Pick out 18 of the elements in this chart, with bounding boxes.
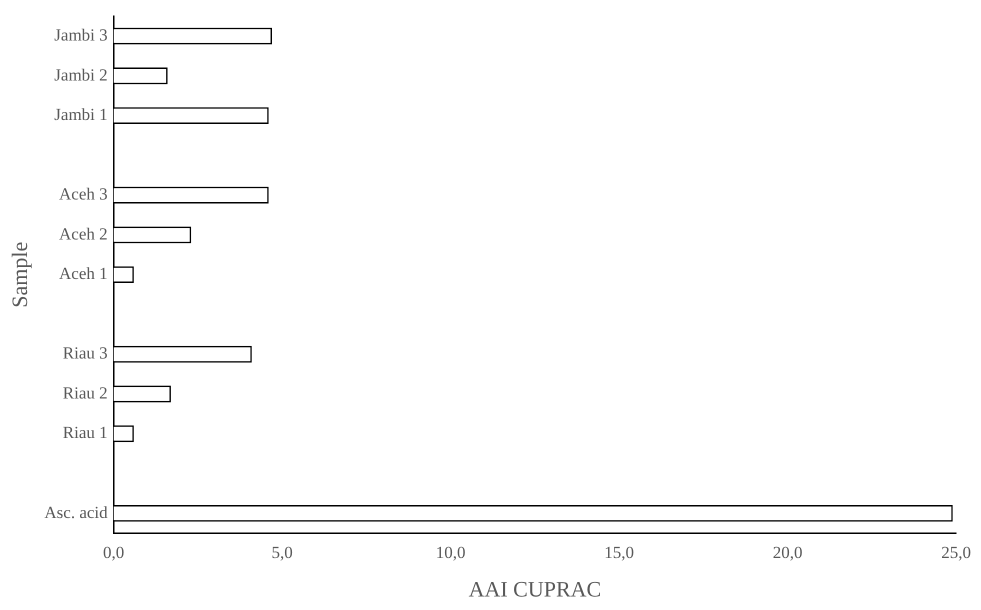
y-tick-label: Riau 3 [62, 344, 108, 363]
y-axis-title: Sample [6, 242, 32, 308]
y-tick-label: Aceh 1 [59, 264, 108, 284]
y-tick-label: Jambi 2 [54, 65, 108, 84]
x-tick-label: 10,0 [436, 542, 466, 562]
y-tick-label: Riau 2 [62, 383, 108, 402]
y-tick-label: Aceh 2 [59, 224, 108, 244]
y-tick-label: Asc. acid [44, 502, 108, 522]
x-tick-label: 0,0 [103, 542, 124, 562]
y-tick-label: Jambi 3 [54, 26, 108, 45]
x-tick-label: 5,0 [272, 542, 293, 562]
y-tick-label: Riau 1 [62, 423, 108, 442]
y-tick-label: Jambi 1 [54, 105, 108, 124]
x-tick-label: 25,0 [941, 542, 971, 562]
x-tick-label: 20,0 [772, 542, 803, 562]
x-axis-title: AAI CUPRAC [468, 576, 602, 602]
x-tick-label: 15,0 [604, 542, 634, 562]
y-tick-label: Aceh 3 [59, 184, 108, 204]
